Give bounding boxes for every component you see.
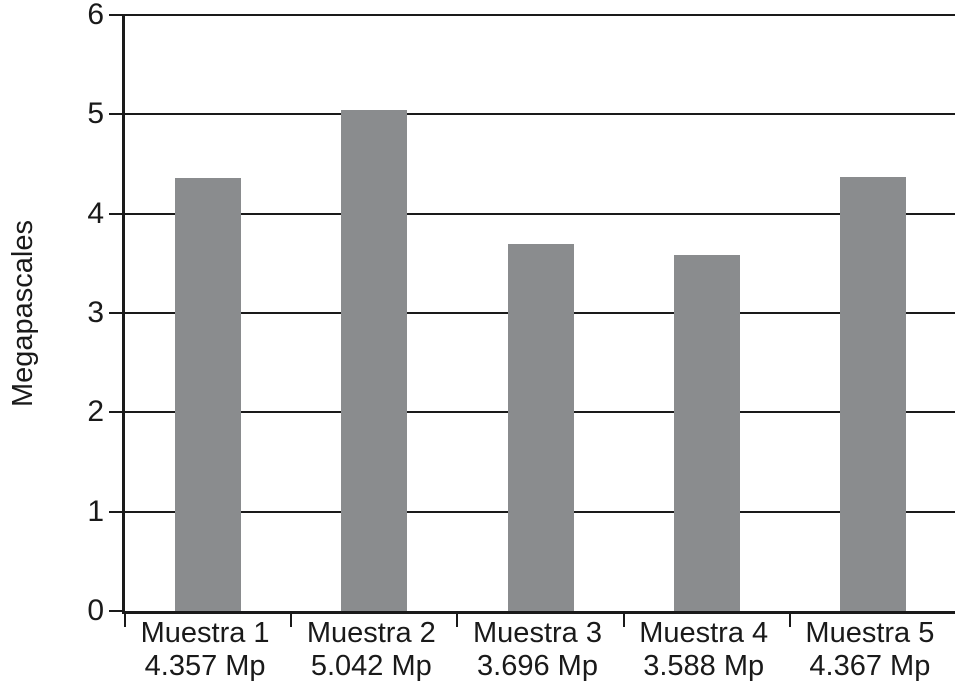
plot-area — [109, 14, 955, 627]
y-tick-mark-3 — [109, 312, 125, 314]
y-tick-label-6: 6 — [87, 0, 104, 31]
y-tick-mark-6 — [109, 14, 125, 16]
x-label-1: Muestra 1 4.357 Mp — [141, 617, 270, 682]
bar-muestra-1 — [175, 178, 242, 611]
x-label-value: 3.588 Mp — [643, 650, 765, 682]
gridline-6 — [125, 14, 955, 16]
x-label-3: Muestra 3 3.696 Mp — [473, 617, 602, 682]
x-axis-labels: Muestra 1 4.357 Mp Muestra 2 5.042 Mp Muestr… — [122, 617, 953, 682]
y-tick-mark-4 — [109, 212, 125, 215]
bar-muestra-4 — [673, 254, 740, 611]
y-axis-tick-labels: 0 1 2 3 4 5 6 — [0, 0, 104, 626]
y-tick-label-5: 5 — [87, 97, 104, 131]
y-tick-mark-1 — [109, 510, 125, 513]
x-boundary-tick-1 — [290, 614, 293, 627]
x-boundary-tick-3 — [622, 614, 625, 627]
y-tick-mark-2 — [109, 411, 125, 414]
gridline-4 — [125, 212, 955, 215]
x-label-category: Muestra 1 — [140, 617, 270, 649]
x-label-4: Muestra 4 3.588 Mp — [639, 617, 768, 682]
x-label-value: 3.696 Mp — [477, 650, 598, 682]
y-tick-mark-5 — [109, 113, 125, 116]
x-label-value: 5.042 Mp — [310, 650, 432, 682]
y-tick-label-0: 0 — [87, 594, 104, 627]
gridline-5 — [125, 113, 955, 116]
bar-muestra-2 — [341, 110, 408, 611]
x-label-value: 4.367 Mp — [809, 650, 931, 682]
x-boundary-tick-4 — [788, 614, 791, 627]
y-tick-mark-0 — [109, 610, 125, 612]
x-label-value: 4.357 Mp — [144, 650, 266, 682]
x-label-category: Muestra 2 — [306, 617, 436, 649]
y-tick-label-4: 4 — [87, 196, 104, 230]
y-tick-label-2: 2 — [87, 395, 104, 429]
x-boundary-tick-2 — [456, 614, 459, 627]
x-label-5: Muestra 5 4.367 Mp — [805, 617, 934, 682]
y-tick-label-1: 1 — [87, 494, 104, 528]
x-label-2: Muestra 2 5.042 Mp — [307, 617, 436, 682]
bar-muestra-3 — [507, 243, 574, 611]
x-label-category: Muestra 4 — [639, 617, 769, 649]
x-label-category: Muestra 5 — [805, 617, 935, 649]
bar-muestra-5 — [839, 177, 906, 611]
x-boundary-tick-0 — [124, 614, 126, 627]
x-label-category: Muestra 3 — [473, 617, 602, 649]
y-tick-label-3: 3 — [87, 296, 104, 329]
